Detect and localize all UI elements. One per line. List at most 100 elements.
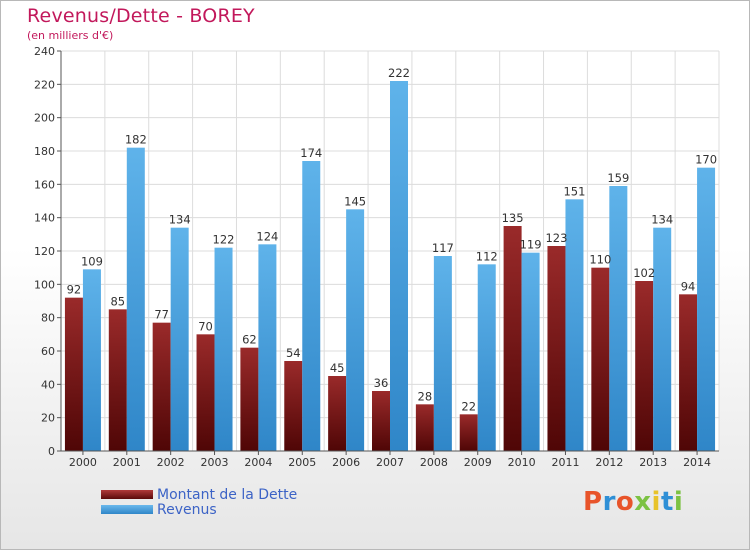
y-tick-label: 180 — [34, 145, 55, 158]
legend-swatch-dette — [101, 490, 153, 499]
bar-dette — [635, 281, 654, 451]
y-tick-label: 60 — [41, 345, 55, 358]
value-label-revenus: 134 — [651, 213, 673, 227]
y-tick-label: 120 — [34, 245, 55, 258]
x-tick-label: 2013 — [639, 456, 667, 469]
chart-subtitle: (en milliers d'€) — [27, 29, 114, 42]
x-tick-label: 2014 — [683, 456, 711, 469]
legend-item-dette: Montant de la Dette — [101, 486, 298, 503]
value-label-dette: 22 — [461, 399, 476, 413]
x-tick-label: 2009 — [464, 456, 492, 469]
bar-dette — [108, 309, 127, 451]
bar-dette — [64, 297, 83, 451]
axes: 0 20 40 60 80 100 120 140 160 180 200 220 240 2000 200… — [34, 45, 719, 469]
bar-dette — [503, 226, 522, 451]
value-label-revenus: 119 — [520, 238, 542, 252]
bars — [64, 81, 716, 451]
value-label-dette: 102 — [633, 266, 655, 280]
value-label-dette: 94 — [681, 279, 696, 293]
y-tick-label: 100 — [34, 278, 55, 291]
bar-revenus — [609, 186, 628, 451]
logo-letter: r — [602, 487, 616, 517]
bar-revenus — [170, 227, 189, 451]
value-label-revenus: 151 — [563, 184, 585, 198]
value-label-revenus: 134 — [169, 213, 191, 227]
value-label-revenus: 122 — [213, 233, 235, 247]
logo-letter: t — [660, 487, 674, 517]
value-label-dette: 85 — [110, 294, 125, 308]
bar-dette — [372, 391, 390, 451]
x-tick-label: 2000 — [69, 456, 97, 469]
value-label-dette: 92 — [67, 283, 82, 297]
value-labels: 9210985182771347012262124541744514536222… — [67, 66, 717, 413]
chart-title: Revenus/Dette - BOREY — [27, 5, 255, 27]
legend-item-revenus: Revenus — [101, 501, 297, 518]
x-tick-label: 2006 — [332, 456, 360, 469]
value-label-revenus: 145 — [344, 194, 366, 208]
bar-revenus — [82, 269, 101, 451]
value-label-dette: 28 — [418, 389, 433, 403]
legend-label-revenus: Revenus — [157, 501, 217, 518]
x-tick-label: 2003 — [201, 456, 229, 469]
legend: Montant de la Dette Revenus — [101, 486, 298, 518]
value-label-dette: 54 — [286, 346, 301, 360]
proxiti-logo: Proxiti — [583, 487, 683, 517]
y-tick-label: 40 — [41, 378, 55, 391]
bar-revenus — [697, 167, 716, 451]
value-label-dette: 123 — [545, 231, 567, 245]
value-label-dette: 77 — [154, 308, 169, 322]
value-label-dette: 110 — [589, 253, 611, 267]
bar-revenus — [346, 209, 365, 451]
x-tick-label: 2008 — [420, 456, 448, 469]
y-tick-label: 80 — [41, 312, 55, 325]
value-label-dette: 135 — [502, 211, 524, 225]
value-label-revenus: 170 — [695, 153, 717, 167]
value-label-revenus: 222 — [388, 66, 410, 80]
logo-letter: o — [615, 487, 635, 517]
bar-revenus — [433, 256, 452, 451]
x-tick-label: 2012 — [595, 456, 623, 469]
bar-revenus — [258, 244, 277, 451]
value-label-dette: 62 — [242, 333, 257, 347]
x-tick-label: 2002 — [157, 456, 185, 469]
value-label-dette: 45 — [330, 361, 345, 375]
bar-dette — [196, 334, 215, 451]
x-tick-label: 2001 — [113, 456, 141, 469]
bar-dette — [459, 414, 478, 451]
x-tick-label: 2007 — [376, 456, 404, 469]
bar-revenus — [653, 227, 672, 451]
value-label-dette: 36 — [374, 376, 389, 390]
bar-revenus — [565, 199, 584, 451]
x-tick-label: 2010 — [508, 456, 536, 469]
value-label-revenus: 109 — [81, 254, 103, 268]
legend-label-dette: Montant de la Dette — [157, 486, 298, 503]
bar-revenus — [390, 81, 408, 451]
value-label-dette: 70 — [198, 319, 213, 333]
bar-dette — [547, 246, 566, 451]
bar-dette — [591, 267, 610, 451]
bar-dette — [328, 376, 347, 451]
value-label-revenus: 159 — [607, 171, 629, 185]
y-tick-label: 200 — [34, 112, 55, 125]
y-tick-label: 140 — [34, 212, 55, 225]
bar-revenus — [214, 247, 233, 451]
bar-revenus — [126, 147, 145, 451]
legend-swatch-revenus — [101, 505, 153, 514]
logo-letter: i — [651, 487, 661, 517]
y-tick-label: 220 — [34, 78, 55, 91]
x-tick-label: 2004 — [244, 456, 272, 469]
value-label-revenus: 112 — [476, 249, 498, 263]
logo-letter: i — [673, 487, 684, 517]
x-tick-label: 2011 — [551, 456, 579, 469]
y-tick-label: 160 — [34, 178, 55, 191]
x-tick-label: 2005 — [288, 456, 316, 469]
y-tick-label: 20 — [41, 412, 55, 425]
bar-dette — [240, 347, 259, 451]
value-label-revenus: 117 — [432, 241, 454, 255]
bar-dette — [284, 361, 303, 451]
value-label-revenus: 174 — [300, 146, 322, 160]
logo-letter: x — [634, 487, 652, 517]
y-tick-label: 240 — [34, 45, 55, 58]
